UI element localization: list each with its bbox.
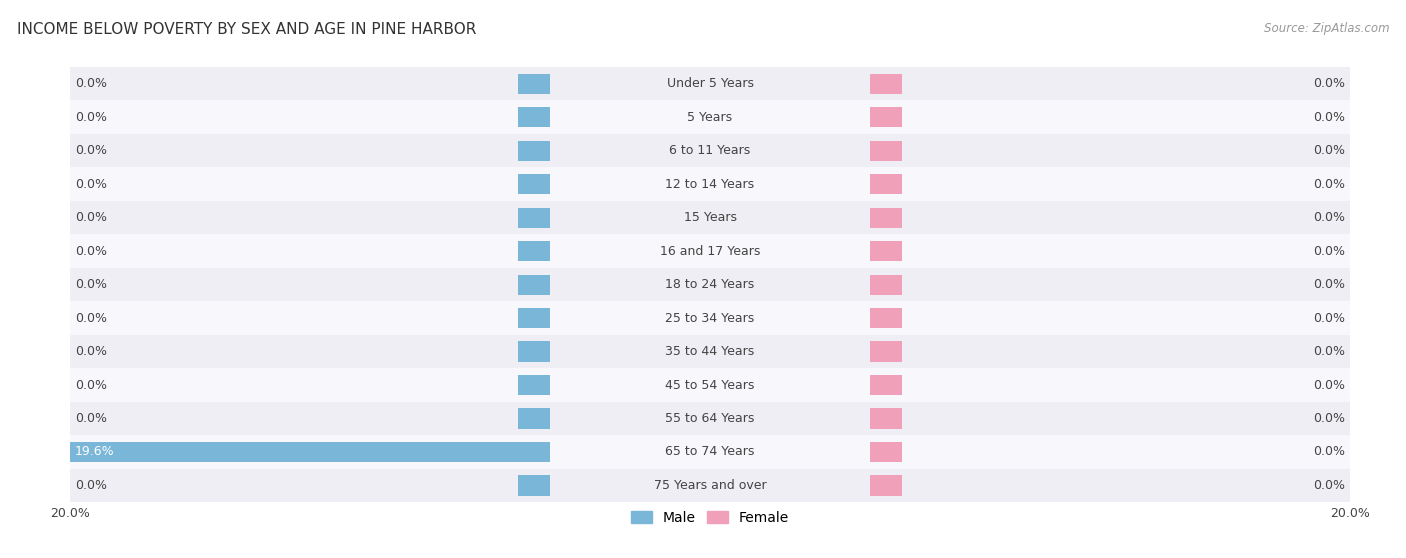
- Text: INCOME BELOW POVERTY BY SEX AND AGE IN PINE HARBOR: INCOME BELOW POVERTY BY SEX AND AGE IN P…: [17, 22, 477, 37]
- Bar: [517, 408, 550, 429]
- Text: 16 and 17 Years: 16 and 17 Years: [659, 244, 761, 258]
- Text: 12 to 14 Years: 12 to 14 Years: [665, 177, 755, 191]
- Text: 0.0%: 0.0%: [75, 378, 107, 392]
- Text: 0.0%: 0.0%: [1313, 479, 1346, 492]
- Bar: [870, 208, 903, 228]
- Bar: [870, 442, 903, 462]
- Text: 0.0%: 0.0%: [1313, 244, 1346, 258]
- Bar: [870, 141, 903, 161]
- Bar: [517, 174, 550, 194]
- Bar: [517, 74, 550, 94]
- Legend: Male, Female: Male, Female: [626, 505, 794, 530]
- Bar: [870, 275, 903, 295]
- Text: 0.0%: 0.0%: [75, 345, 107, 358]
- Bar: [870, 74, 903, 94]
- Text: 0.0%: 0.0%: [1313, 110, 1346, 124]
- Text: 0.0%: 0.0%: [75, 77, 107, 90]
- Text: 0.0%: 0.0%: [1313, 278, 1346, 291]
- Text: 0.0%: 0.0%: [75, 211, 107, 224]
- Bar: [870, 308, 903, 328]
- Text: 0.0%: 0.0%: [75, 244, 107, 258]
- Bar: [517, 341, 550, 362]
- Bar: [70, 402, 1350, 435]
- Text: 18 to 24 Years: 18 to 24 Years: [665, 278, 755, 291]
- Bar: [870, 241, 903, 261]
- Bar: [517, 375, 550, 395]
- Bar: [70, 335, 1350, 368]
- Bar: [517, 107, 550, 127]
- Bar: [517, 475, 550, 496]
- Bar: [70, 469, 1350, 502]
- Bar: [70, 268, 1350, 301]
- Text: 0.0%: 0.0%: [75, 311, 107, 325]
- Bar: [870, 475, 903, 496]
- Text: 35 to 44 Years: 35 to 44 Years: [665, 345, 755, 358]
- Bar: [0, 442, 550, 462]
- Bar: [870, 174, 903, 194]
- Bar: [70, 234, 1350, 268]
- Bar: [517, 275, 550, 295]
- Text: 19.6%: 19.6%: [75, 445, 115, 459]
- Text: 0.0%: 0.0%: [1313, 445, 1346, 459]
- Text: 0.0%: 0.0%: [75, 177, 107, 191]
- Text: 0.0%: 0.0%: [1313, 144, 1346, 157]
- Text: 0.0%: 0.0%: [1313, 311, 1346, 325]
- Text: 0.0%: 0.0%: [75, 479, 107, 492]
- Text: 25 to 34 Years: 25 to 34 Years: [665, 311, 755, 325]
- Text: 0.0%: 0.0%: [75, 144, 107, 157]
- Text: Under 5 Years: Under 5 Years: [666, 77, 754, 90]
- Text: 65 to 74 Years: 65 to 74 Years: [665, 445, 755, 459]
- Bar: [517, 208, 550, 228]
- Text: 0.0%: 0.0%: [1313, 378, 1346, 392]
- Text: 45 to 54 Years: 45 to 54 Years: [665, 378, 755, 392]
- Bar: [70, 100, 1350, 134]
- Bar: [870, 341, 903, 362]
- Text: 0.0%: 0.0%: [1313, 412, 1346, 425]
- Text: 0.0%: 0.0%: [1313, 211, 1346, 224]
- Text: 5 Years: 5 Years: [688, 110, 733, 124]
- Text: 55 to 64 Years: 55 to 64 Years: [665, 412, 755, 425]
- Bar: [70, 201, 1350, 234]
- Text: 0.0%: 0.0%: [1313, 177, 1346, 191]
- Bar: [870, 375, 903, 395]
- Bar: [70, 368, 1350, 402]
- Bar: [517, 308, 550, 328]
- Text: Source: ZipAtlas.com: Source: ZipAtlas.com: [1264, 22, 1389, 35]
- Bar: [517, 141, 550, 161]
- Bar: [70, 134, 1350, 167]
- Bar: [70, 67, 1350, 100]
- Bar: [70, 167, 1350, 201]
- Text: 15 Years: 15 Years: [683, 211, 737, 224]
- Text: 0.0%: 0.0%: [1313, 345, 1346, 358]
- Text: 0.0%: 0.0%: [75, 278, 107, 291]
- Bar: [517, 241, 550, 261]
- Text: 0.0%: 0.0%: [75, 412, 107, 425]
- Text: 0.0%: 0.0%: [1313, 77, 1346, 90]
- Text: 75 Years and over: 75 Years and over: [654, 479, 766, 492]
- Bar: [70, 435, 1350, 469]
- Text: 6 to 11 Years: 6 to 11 Years: [669, 144, 751, 157]
- Text: 0.0%: 0.0%: [75, 110, 107, 124]
- Bar: [870, 107, 903, 127]
- Bar: [70, 301, 1350, 335]
- Bar: [870, 408, 903, 429]
